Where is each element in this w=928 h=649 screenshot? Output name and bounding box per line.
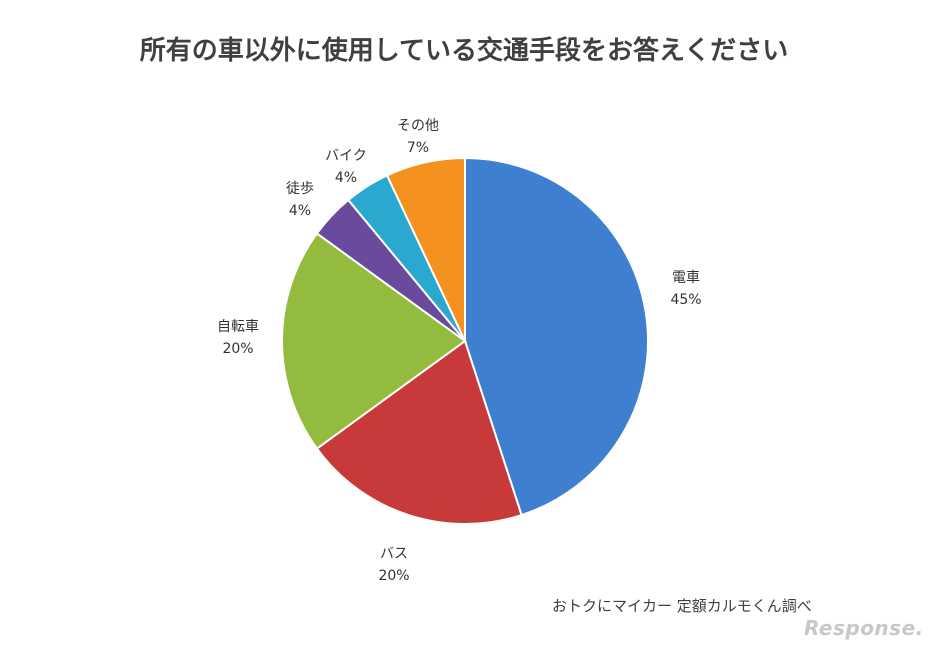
slice-label: バス	[380, 546, 408, 562]
pie-slice	[281, 232, 467, 450]
pie-slices	[281, 156, 649, 525]
slice-label: 自転車	[217, 318, 259, 335]
pie-slice	[385, 156, 466, 342]
slice-percent-label: 20%	[222, 341, 253, 357]
source-note: おトクにマイカー 定額カルモくん調べ	[552, 597, 812, 615]
slice-label: バイク	[325, 148, 367, 164]
pie-slice	[464, 156, 649, 517]
pie-slice	[315, 339, 523, 525]
slice-label: その他	[397, 118, 439, 134]
slice-percent-label: 4%	[335, 170, 357, 186]
pie-labels: 電車 45% バス 20% 自転車 20% 徒歩 4% バイク 4% その他 7%	[217, 118, 702, 584]
slice-percent-label: 4%	[289, 203, 311, 219]
slice-percent-label: 45%	[670, 292, 701, 308]
slice-label: 徒歩	[286, 181, 314, 197]
chart-title: 所有の車以外に使用している交通手段をお答えください	[139, 36, 789, 66]
slice-percent-label: 20%	[378, 568, 409, 584]
slice-label: 電車	[672, 269, 700, 286]
slice-percent-label: 7%	[407, 140, 429, 156]
response-logo: Response.	[804, 616, 924, 640]
